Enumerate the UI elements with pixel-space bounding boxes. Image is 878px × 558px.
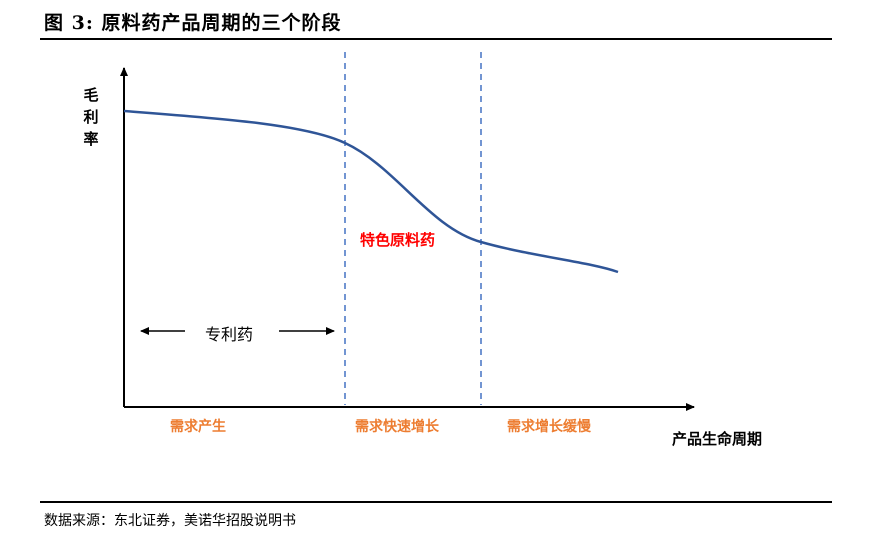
patent-drug-label: 专利药: [205, 325, 254, 344]
phase-label-3: 需求增长缓慢: [507, 419, 591, 435]
x-axis-label: 产品生命周期: [672, 430, 763, 448]
top-rule: [40, 38, 832, 40]
phase-label-1: 需求产生: [170, 419, 226, 435]
curve-label: 特色原料药: [360, 231, 436, 249]
phase-label-2: 需求快速增长: [355, 419, 439, 435]
source-note: 数据来源：东北证券，美诺华招股说明书: [44, 513, 296, 529]
bottom-rule: [40, 501, 832, 503]
y-axis-label: 毛利率: [83, 86, 99, 148]
figure-title: 图 3: 原料药产品周期的三个阶段: [44, 12, 342, 34]
margin-curve: [123, 109, 619, 274]
